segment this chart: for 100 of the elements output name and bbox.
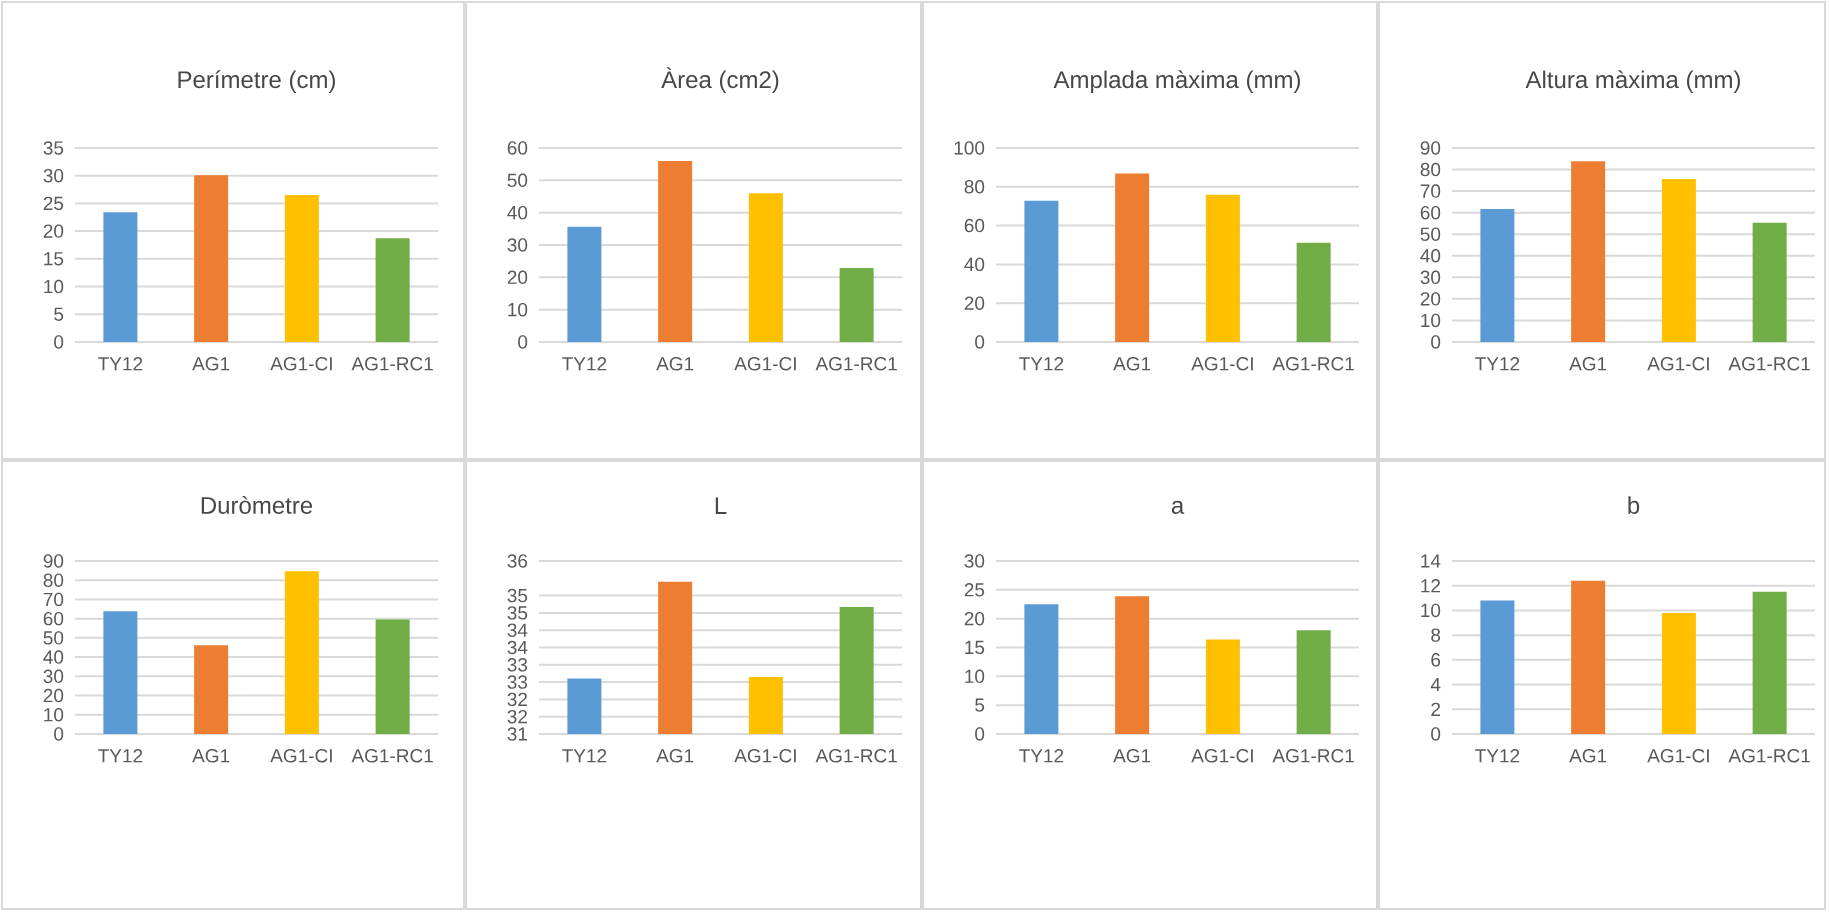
- y-tick-label: 40: [507, 205, 528, 220]
- chart-title: a: [1171, 500, 1185, 514]
- y-tick-label: 20: [43, 224, 64, 238]
- bar: [1661, 179, 1696, 342]
- y-tick-label: 15: [965, 640, 985, 655]
- y-tick-label: 20: [1420, 292, 1441, 306]
- bar: [375, 238, 410, 342]
- y-tick-label: 32: [507, 709, 528, 724]
- x-tick-label: TY12: [562, 357, 607, 371]
- bar: [284, 195, 319, 342]
- x-tick-label: AG1-RC1: [815, 749, 897, 763]
- chart-title: b: [1628, 496, 1640, 514]
- x-tick-label: AG1-CI: [270, 357, 332, 371]
- y-tick-label: 70: [43, 592, 64, 607]
- x-tick-label: AG1: [656, 357, 694, 371]
- y-tick-label: 33: [507, 675, 528, 689]
- y-tick-label: 80: [43, 573, 64, 587]
- y-tick-label: 0: [1431, 335, 1441, 349]
- x-tick-label: AG1-RC1: [1728, 749, 1810, 763]
- y-tick-label: 10: [965, 669, 985, 684]
- bar: [658, 160, 693, 342]
- y-tick-label: 60: [43, 611, 64, 626]
- y-tick-label: 0: [518, 335, 528, 349]
- bar: [1661, 612, 1696, 734]
- y-tick-label: 20: [964, 296, 985, 310]
- x-tick-label: AG1-CI: [734, 749, 796, 763]
- y-tick-label: 90: [1420, 141, 1441, 155]
- bar: [839, 267, 874, 342]
- y-tick-label: 0: [975, 335, 985, 349]
- y-tick-label: 36: [507, 554, 528, 568]
- bar: [1296, 630, 1331, 734]
- y-tick-label: 50: [43, 631, 64, 645]
- bar: [103, 611, 138, 734]
- bar: [194, 645, 229, 734]
- x-tick-label: TY12: [562, 749, 607, 763]
- y-tick-label: 10: [44, 708, 64, 722]
- chart-title: Perímetre (cm): [178, 70, 335, 93]
- y-tick-label: 2: [1431, 702, 1441, 716]
- bar: [1115, 596, 1150, 734]
- y-tick-label: 35: [43, 141, 64, 155]
- y-tick-label: 34: [507, 640, 528, 655]
- bar: [1296, 242, 1331, 342]
- x-tick-label: AG1-RC1: [815, 357, 897, 371]
- chart-title: Duròmetre: [201, 496, 313, 514]
- bar: [194, 175, 229, 342]
- y-tick-label: 40: [43, 650, 64, 664]
- y-tick-label: 60: [964, 218, 985, 233]
- y-tick-label: 8: [1431, 628, 1441, 642]
- x-tick-label: AG1: [1113, 357, 1151, 371]
- y-tick-label: 34: [507, 623, 528, 637]
- x-tick-label: AG1-RC1: [1272, 357, 1354, 371]
- y-tick-label: 0: [1431, 727, 1441, 741]
- y-tick-label: 33: [507, 658, 528, 672]
- y-tick-label: 20: [43, 688, 64, 703]
- x-tick-label: AG1: [1113, 749, 1151, 763]
- x-tick-label: AG1: [192, 749, 230, 763]
- x-tick-label: AG1: [1569, 357, 1607, 371]
- y-tick-label: 35: [507, 588, 528, 603]
- y-tick-label: 5: [975, 698, 985, 712]
- y-tick-label: 10: [508, 302, 528, 317]
- bar: [284, 571, 319, 734]
- y-tick-label: 35: [507, 606, 528, 620]
- y-tick-label: 90: [43, 554, 64, 568]
- bar: [1480, 600, 1515, 734]
- bar: [1024, 200, 1059, 342]
- y-tick-label: 12: [1421, 579, 1441, 593]
- bar: [1024, 604, 1059, 734]
- y-tick-label: 10: [44, 279, 64, 294]
- y-tick-label: 40: [964, 257, 985, 272]
- y-tick-label: 31: [507, 727, 528, 741]
- y-tick-label: 25: [964, 583, 985, 597]
- y-tick-label: 10: [1421, 603, 1441, 618]
- x-tick-label: TY12: [1019, 357, 1064, 371]
- y-tick-label: 30: [964, 554, 985, 568]
- y-tick-label: 15: [44, 252, 64, 266]
- x-tick-label: AG1: [192, 357, 230, 371]
- chart-title: Àrea (cm2): [661, 67, 779, 93]
- x-tick-label: AG1-CI: [734, 357, 796, 371]
- x-tick-label: TY12: [98, 749, 143, 763]
- bar: [103, 212, 138, 342]
- bar: [1752, 591, 1787, 734]
- x-tick-label: TY12: [1475, 357, 1520, 371]
- x-tick-label: AG1-CI: [1191, 357, 1253, 371]
- bar: [1480, 208, 1515, 342]
- bar: [1571, 161, 1606, 342]
- bar: [567, 226, 602, 342]
- x-tick-label: AG1-CI: [1647, 357, 1709, 371]
- y-tick-label: 30: [43, 669, 64, 684]
- y-tick-label: 60: [507, 141, 528, 155]
- y-tick-label: 20: [507, 270, 528, 285]
- y-tick-label: 30: [507, 238, 528, 252]
- y-tick-label: 0: [54, 727, 64, 741]
- x-tick-label: AG1-CI: [1647, 749, 1709, 763]
- bar: [1571, 580, 1606, 734]
- y-tick-label: 30: [43, 168, 64, 183]
- x-tick-label: AG1: [1569, 749, 1607, 763]
- x-tick-label: AG1-CI: [1191, 749, 1253, 763]
- y-tick-label: 80: [964, 180, 985, 194]
- x-tick-label: AG1-RC1: [1272, 749, 1354, 763]
- y-tick-label: 14: [1421, 554, 1441, 568]
